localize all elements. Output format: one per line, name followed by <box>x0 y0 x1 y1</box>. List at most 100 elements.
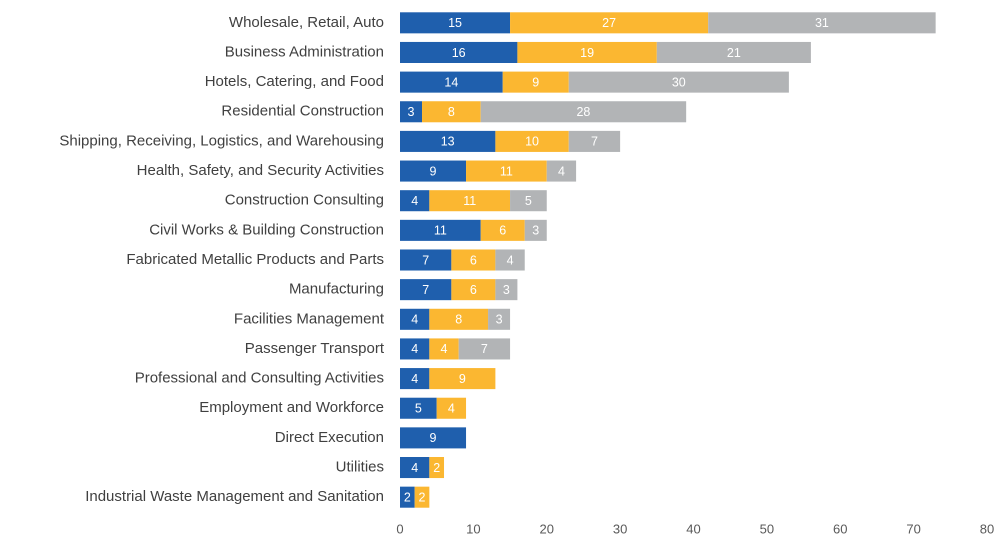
data-label: 9 <box>430 164 437 178</box>
data-label: 3 <box>532 224 539 238</box>
bar-segment <box>400 338 430 360</box>
bar-segment <box>495 279 518 301</box>
x-tick-label: 50 <box>760 521 774 536</box>
bar-segment <box>488 308 511 330</box>
data-label: 5 <box>525 194 532 208</box>
y-tick-label: Professional and Consulting Activities <box>135 370 384 387</box>
data-label: 4 <box>411 461 418 475</box>
bar-segment <box>400 279 452 301</box>
data-label: 2 <box>419 490 426 504</box>
x-tick-label: 30 <box>613 521 627 536</box>
bar-segment <box>429 457 445 479</box>
data-label: 19 <box>580 46 594 60</box>
bar-segment <box>400 219 481 241</box>
y-tick-label: Business Administration <box>225 43 384 60</box>
bar-segment <box>429 308 489 330</box>
x-tick-label: 40 <box>686 521 700 536</box>
data-label: 4 <box>411 372 418 386</box>
data-label: 7 <box>481 342 488 356</box>
data-label: 2 <box>433 461 440 475</box>
bar-segment <box>480 101 687 123</box>
data-label: 11 <box>463 194 476 208</box>
data-label: 9 <box>430 431 437 445</box>
bar-segment <box>517 41 657 63</box>
bar-segment <box>400 190 430 212</box>
bar-segment <box>436 397 467 419</box>
data-label: 9 <box>459 372 466 386</box>
data-label: 4 <box>411 342 418 356</box>
data-label: 3 <box>408 105 415 119</box>
bar-segment <box>480 219 525 241</box>
x-tick-label: 70 <box>906 521 920 536</box>
bar-segment <box>400 457 430 479</box>
bar-segment <box>400 308 430 330</box>
data-label: 4 <box>441 342 448 356</box>
data-label: 4 <box>411 194 418 208</box>
data-label: 21 <box>727 46 741 60</box>
bar-segment <box>546 160 577 182</box>
bar-segment <box>400 41 518 63</box>
bar-segment <box>400 130 496 152</box>
data-label: 11 <box>434 224 447 238</box>
data-label: 6 <box>470 253 477 267</box>
bar-segment <box>568 71 789 93</box>
data-label: 8 <box>448 105 455 119</box>
x-tick-label: 10 <box>466 521 480 536</box>
bar-segment <box>400 397 437 419</box>
data-label: 6 <box>499 224 506 238</box>
bar-segment <box>502 71 569 93</box>
x-tick-label: 20 <box>540 521 554 536</box>
bar-segment <box>495 130 569 152</box>
bar-segment <box>400 427 467 449</box>
bar-segment <box>568 130 621 152</box>
y-tick-label: Facilities Management <box>234 310 385 327</box>
data-label: 31 <box>815 16 829 30</box>
bar-segment <box>708 12 936 34</box>
data-label: 13 <box>441 135 455 149</box>
data-label: 3 <box>496 313 503 327</box>
data-label: 9 <box>532 75 539 89</box>
bar-segment <box>400 486 415 508</box>
y-tick-label: Passenger Transport <box>245 340 385 357</box>
data-label: 7 <box>422 253 429 267</box>
y-tick-label: Direct Execution <box>275 429 384 446</box>
y-tick-label: Health, Safety, and Security Activities <box>137 162 384 179</box>
data-label: 27 <box>602 16 616 30</box>
bar-segment <box>400 160 467 182</box>
data-label: 16 <box>452 46 466 60</box>
data-label: 3 <box>503 283 510 297</box>
bar-segment <box>495 249 525 271</box>
x-tick-label: 80 <box>980 521 994 536</box>
y-tick-label: Hotels, Catering, and Food <box>205 73 384 90</box>
bar-segment <box>451 279 496 301</box>
bar-segment <box>429 368 496 390</box>
y-tick-label: Utilities <box>336 458 384 475</box>
y-tick-label: Residential Construction <box>221 103 384 120</box>
y-tick-label: Construction Consulting <box>225 192 384 209</box>
y-tick-label: Manufacturing <box>289 281 384 298</box>
data-label: 15 <box>448 16 462 30</box>
data-label: 6 <box>470 283 477 297</box>
y-tick-label: Shipping, Receiving, Logistics, and Ware… <box>59 132 384 149</box>
bar-segment <box>414 486 430 508</box>
data-label: 5 <box>415 402 422 416</box>
bar-segment <box>451 249 496 271</box>
data-label: 11 <box>500 164 513 178</box>
bar-segment <box>400 101 423 123</box>
bar-segment <box>429 338 459 360</box>
data-label: 10 <box>525 135 539 149</box>
bar-segment <box>429 190 511 212</box>
y-tick-label: Fabricated Metallic Products and Parts <box>126 251 384 268</box>
data-label: 28 <box>576 105 590 119</box>
data-label: 7 <box>591 135 598 149</box>
bar-segment <box>400 368 430 390</box>
bar-segment <box>656 41 811 63</box>
bar-segment <box>510 12 709 34</box>
bar-segment <box>422 101 481 123</box>
data-label: 2 <box>404 490 411 504</box>
data-label: 4 <box>448 402 455 416</box>
bar-segment <box>466 160 547 182</box>
x-tick-label: 0 <box>396 521 403 536</box>
